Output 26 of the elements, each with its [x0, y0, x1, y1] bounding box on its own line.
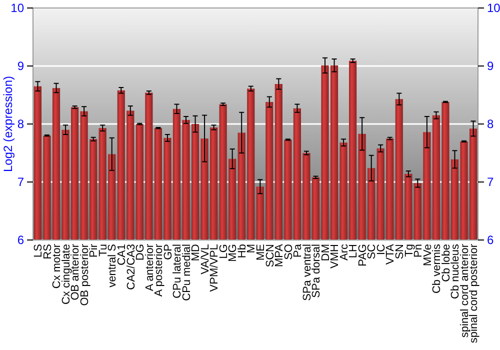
x-tick-label: RS — [42, 244, 54, 260]
x-tick-label: SN — [394, 244, 406, 260]
x-tick-label: SO — [282, 244, 295, 260]
y2-tick-label: 6 — [487, 232, 494, 247]
x-tick-label: IC — [375, 244, 388, 255]
y2-tick-label: 7 — [487, 174, 494, 189]
x-tick-label: Hb — [236, 244, 248, 258]
x-tick-label: LG — [218, 244, 230, 259]
y2-tick-label: 10 — [487, 0, 500, 15]
y-tick-label: 6 — [17, 232, 24, 247]
x-tick-label: Pir — [88, 244, 100, 258]
y-tick-label: 8 — [17, 116, 24, 131]
x-tick-label: Cb lobe — [440, 244, 452, 282]
x-tick-label: SCN — [264, 244, 276, 268]
y-tick-label: 9 — [17, 58, 24, 73]
x-tick-label: CPu medial — [180, 244, 193, 301]
x-tick-label: spinal cord posterior — [468, 244, 480, 344]
x-tick-label: PAG — [356, 244, 369, 266]
y-tick-label: 7 — [17, 174, 24, 189]
y-tick-label: 10 — [10, 0, 24, 15]
x-tick-label: Tg — [403, 244, 416, 257]
y-axis-title: Log2 (expression) — [1, 76, 15, 172]
y2-tick-label: 8 — [487, 116, 494, 131]
x-tick-label: CA1 — [116, 244, 128, 266]
x-tick-label: Pa — [292, 243, 304, 258]
y2-tick-label: 9 — [487, 58, 494, 73]
